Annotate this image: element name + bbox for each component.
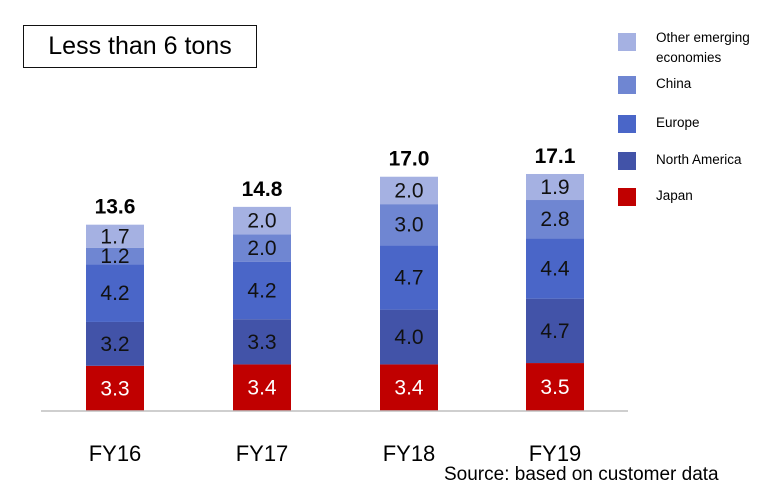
bar-segment-fy18-japan — [380, 364, 438, 411]
legend-item-north-america: North America — [618, 150, 774, 170]
data-label: 3.3 — [100, 377, 129, 400]
data-label: 3.5 — [540, 376, 569, 399]
legend-label: Other emerging economies — [656, 30, 750, 65]
legend-swatch — [618, 33, 636, 51]
legend-swatch — [618, 76, 636, 94]
data-label: 3.4 — [247, 377, 277, 400]
bar-segment-fy19-north-america — [526, 298, 584, 364]
source-note: Source: based on customer data — [444, 464, 719, 485]
legend-item-china: China — [618, 74, 774, 94]
data-label: 4.7 — [394, 266, 423, 289]
data-label: 2.0 — [394, 179, 423, 202]
bar-segment-fy17-japan — [233, 364, 291, 411]
data-label: 4.2 — [247, 279, 276, 302]
legend-label: Japan — [656, 188, 693, 203]
bar-segment-fy18-north-america — [380, 309, 438, 365]
data-label: 4.4 — [540, 258, 570, 281]
bar-segment-fy17-other-emerging-economies — [233, 206, 291, 235]
data-label: 3.2 — [100, 333, 129, 356]
bar-segment-fy19-china — [526, 200, 584, 239]
data-label: 1.9 — [540, 176, 569, 199]
data-label: 2.0 — [247, 237, 276, 260]
bar-segment-fy17-china — [233, 234, 291, 262]
legend-label: Europe — [656, 115, 700, 130]
bar-segment-fy16-china — [86, 247, 144, 265]
data-label: 1.7 — [100, 225, 129, 248]
legend-label: China — [656, 76, 692, 91]
data-label: 1.2 — [100, 245, 129, 268]
legend-item-europe: Europe — [618, 113, 774, 133]
legend-item-japan: Japan — [618, 186, 774, 206]
bar-segment-fy17-north-america — [233, 319, 291, 365]
data-label: 4.7 — [540, 320, 569, 343]
total-label: 17.0 — [389, 148, 430, 171]
legend-swatch — [618, 188, 636, 206]
total-label: 14.8 — [242, 178, 283, 201]
x-tick-label: FY18 — [383, 441, 436, 466]
bar-segment-fy17-europe — [233, 261, 291, 320]
x-tick-label: FY19 — [529, 441, 582, 466]
total-label: 13.6 — [95, 196, 136, 219]
bar-segment-fy18-other-emerging-economies — [380, 176, 438, 205]
legend-swatch — [618, 152, 636, 170]
bar-segment-fy18-europe — [380, 245, 438, 310]
legend-label: North America — [656, 152, 742, 167]
data-label: 3.4 — [394, 377, 424, 400]
data-label: 4.2 — [100, 282, 129, 305]
bar-segment-fy16-other-emerging-economies — [86, 224, 144, 248]
x-tick-label: FY16 — [89, 441, 142, 466]
chart-title: Less than 6 tons — [23, 25, 257, 68]
bar-segment-fy18-china — [380, 204, 438, 246]
legend-item-other-emerging-economies: Other emerging economies — [618, 28, 774, 68]
data-label: 4.0 — [394, 326, 423, 349]
total-label: 17.1 — [535, 145, 576, 168]
data-label: 2.0 — [247, 210, 276, 233]
x-tick-label: FY17 — [236, 441, 289, 466]
data-label: 3.3 — [247, 331, 276, 354]
bar-segment-fy16-europe — [86, 264, 144, 322]
legend-swatch — [618, 115, 636, 133]
bar-segment-fy19-japan — [526, 363, 584, 411]
data-label: 3.0 — [394, 214, 423, 237]
bar-segment-fy16-japan — [86, 365, 144, 411]
bar-segment-fy19-other-emerging-economies — [526, 173, 584, 201]
bar-segment-fy16-north-america — [86, 321, 144, 366]
bar-segment-fy19-europe — [526, 238, 584, 299]
data-label: 2.8 — [540, 208, 569, 231]
